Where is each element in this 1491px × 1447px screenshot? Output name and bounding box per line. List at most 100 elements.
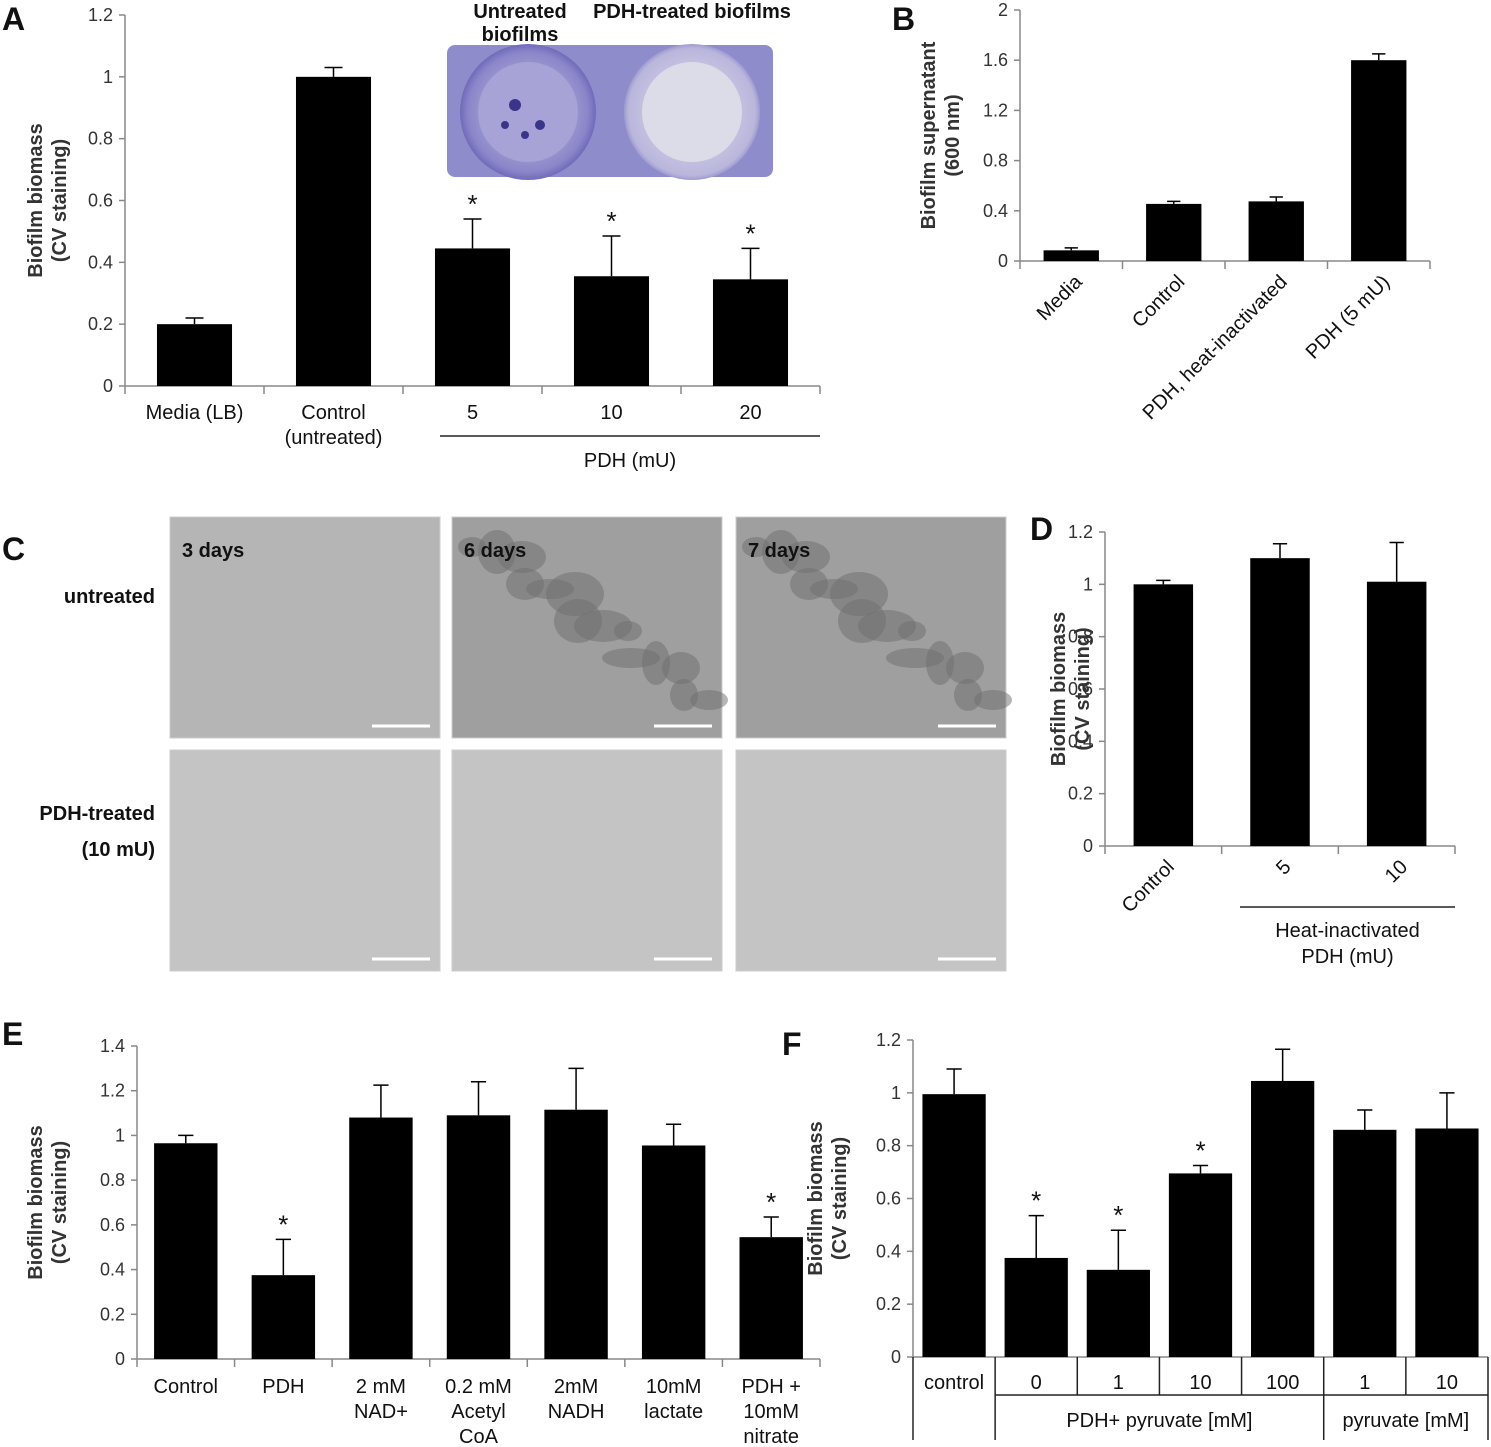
bar (251, 1275, 316, 1359)
significance-mark: * (766, 1187, 776, 1217)
cell-cluster (926, 641, 954, 685)
bar (1415, 1128, 1479, 1357)
error-bar (1357, 1109, 1373, 1130)
bar (1146, 203, 1202, 261)
cell-cluster (782, 541, 830, 573)
bar (573, 276, 650, 386)
y-tick-label: 0.4 (1068, 731, 1093, 751)
panel-letter: F (782, 1026, 802, 1062)
bar (1043, 250, 1099, 261)
y-axis-label: Biofilm biomass (CV staining) (25, 123, 71, 277)
error-bar (185, 317, 204, 325)
error-bar (1156, 579, 1171, 585)
error-bar (1269, 196, 1283, 202)
y-tick-label: 0.8 (983, 151, 1008, 171)
error-bar (1192, 1164, 1209, 1174)
error-bar (1028, 1214, 1044, 1258)
micrograph (169, 749, 441, 972)
bar (1168, 1173, 1233, 1357)
bar (1133, 584, 1194, 846)
error-bar (1110, 1229, 1126, 1270)
x-tick-label: Control (1118, 856, 1179, 917)
y-tick-label: 0.4 (983, 201, 1008, 221)
group-label: PDH (mU) (584, 450, 676, 472)
y-tick-label: 0.4 (100, 1260, 125, 1280)
bar (349, 1117, 413, 1359)
bar (739, 1237, 803, 1359)
column-label: 7 days (748, 540, 810, 562)
panel-letter: A (2, 1, 25, 37)
error-bar (1372, 53, 1386, 61)
x-tick-label: 10 (1436, 1372, 1458, 1394)
error-bar (946, 1068, 962, 1095)
y-tick-label: 0 (115, 1349, 125, 1369)
significance-mark: * (278, 1209, 288, 1239)
bar (1250, 558, 1310, 846)
bar (446, 1115, 511, 1359)
error-bar (470, 1081, 487, 1116)
x-tick-label: 0.2 mM Acetyl CoA (445, 1376, 512, 1447)
x-tick-label: 1 (1113, 1372, 1124, 1394)
error-bar (763, 1216, 779, 1238)
x-tick-label: control (924, 1372, 984, 1394)
y-tick-label: 0.8 (100, 1170, 125, 1190)
y-tick-label: 0.6 (1068, 679, 1093, 699)
column-label: 6 days (464, 540, 526, 562)
y-tick-label: 0.4 (88, 252, 113, 272)
x-tick-label: 10 (1189, 1372, 1211, 1394)
bar (434, 248, 511, 386)
y-tick-label: 0.6 (88, 191, 113, 211)
bar (154, 1143, 218, 1359)
y-tick-label: 1 (1083, 574, 1093, 594)
error-bar (463, 218, 482, 249)
row-label: PDH-treated (10 mU) (39, 803, 155, 861)
x-tick-label: 5 (467, 402, 478, 424)
bar (1251, 1080, 1315, 1357)
error-bar (568, 1067, 584, 1110)
y-tick-label: 0.2 (1068, 784, 1093, 804)
inset-label: PDH-treated biofilms (593, 1, 791, 23)
cell-cluster (662, 652, 700, 684)
y-tick-label: 2 (998, 0, 1008, 20)
x-tick-label: 10 (1381, 856, 1412, 887)
significance-mark: * (606, 206, 616, 236)
error-bar (324, 66, 343, 77)
significance-mark: * (1195, 1135, 1205, 1165)
x-tick-label: Media (1033, 270, 1088, 325)
cell-cluster (946, 652, 984, 684)
y-tick-label: 1 (115, 1125, 125, 1145)
x-tick-label: 0 (1031, 1372, 1042, 1394)
y-tick-label: 0.6 (876, 1189, 901, 1209)
significance-mark: * (1031, 1186, 1041, 1216)
bar (922, 1094, 986, 1357)
error-bar (275, 1238, 291, 1276)
x-tick-label: 2 mM NAD+ (354, 1376, 408, 1423)
x-tick-label: Control (untreated) (285, 402, 383, 449)
bar (641, 1145, 706, 1359)
bar (544, 1109, 608, 1359)
y-tick-label: 0.8 (876, 1136, 901, 1156)
error-bar (741, 247, 760, 280)
error-bar (1389, 541, 1404, 582)
error-bar (1275, 1048, 1291, 1081)
y-tick-label: 0.8 (88, 129, 113, 149)
cell-cluster (614, 621, 642, 641)
micrograph (169, 516, 441, 739)
bar (1366, 581, 1427, 846)
group-label: PDH+ pyruvate [mM] (1066, 1410, 1252, 1432)
micrograph (451, 749, 723, 972)
x-tick-label: 20 (739, 402, 761, 424)
error-bar (1167, 200, 1181, 204)
y-tick-label: 1.2 (100, 1081, 125, 1101)
y-tick-label: 0.8 (1068, 627, 1093, 647)
significance-mark: * (1113, 1200, 1123, 1230)
y-axis-label: Biofilm biomass (CV staining) (1048, 612, 1094, 766)
y-tick-label: 0 (891, 1347, 901, 1367)
x-tick-label: Control (1128, 271, 1189, 332)
error-bar (178, 1134, 194, 1144)
significance-mark: * (467, 189, 477, 219)
y-tick-label: 0.2 (100, 1304, 125, 1324)
y-tick-label: 0 (1083, 836, 1093, 856)
